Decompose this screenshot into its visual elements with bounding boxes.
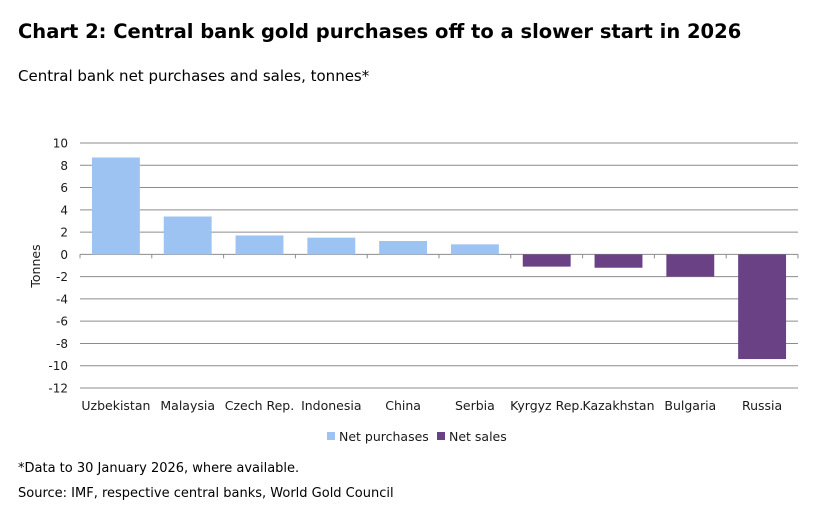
y-axis-label: Tonnes: [28, 244, 43, 288]
y-tick-label: 6: [60, 181, 68, 195]
bar-czech-rep: [235, 235, 284, 255]
x-tick-label: Serbia: [455, 398, 495, 413]
footnote: *Data to 30 January 2026, where availabl…: [18, 461, 300, 476]
y-tick-label: -8: [56, 337, 68, 351]
bar-uzbekistan: [91, 157, 140, 255]
y-tick-label: -10: [48, 359, 68, 373]
y-tick-label: -4: [56, 292, 68, 306]
y-tick-label: 2: [60, 226, 68, 240]
x-tick-label: Czech Rep.: [225, 398, 294, 413]
bar-kazakhstan: [594, 254, 643, 268]
y-tick-label: 10: [53, 137, 68, 151]
bar-serbia: [450, 244, 499, 255]
x-tick-label: Bulgaria: [664, 398, 716, 413]
bar-china: [379, 241, 428, 255]
y-tick-label: -2: [56, 270, 68, 284]
legend-swatch-net-purchases: [327, 432, 335, 440]
y-tick-label: -12: [48, 382, 68, 396]
bar-indonesia: [307, 237, 356, 255]
y-tick-label: 0: [60, 248, 68, 262]
bar-kyrgyz-rep: [522, 254, 571, 267]
x-tick-label: Malaysia: [160, 398, 215, 413]
x-tick-label: Russia: [742, 398, 782, 413]
x-tick-label: Indonesia: [301, 398, 361, 413]
legend-swatch-net-sales: [437, 432, 445, 440]
source-note: Source: IMF, respective central banks, W…: [18, 486, 394, 501]
legend-label-net-purchases: Net purchases: [339, 429, 429, 444]
x-tick-label: Uzbekistan: [81, 398, 150, 413]
legend-label-net-sales: Net sales: [449, 429, 507, 444]
y-tick-label: 4: [60, 203, 68, 217]
bar-bulgaria: [666, 254, 715, 277]
chart-title: Chart 2: Central bank gold purchases off…: [18, 20, 742, 43]
chart-subtitle: Central bank net purchases and sales, to…: [18, 67, 370, 85]
x-tick-label: Kyrgyz Rep.: [510, 398, 583, 413]
bar-russia: [738, 254, 787, 360]
y-tick-label: -6: [56, 315, 68, 329]
bar-malaysia: [163, 216, 212, 255]
x-tick-label: China: [385, 398, 421, 413]
y-tick-label: 8: [60, 159, 68, 173]
x-tick-label: Kazakhstan: [582, 398, 654, 413]
